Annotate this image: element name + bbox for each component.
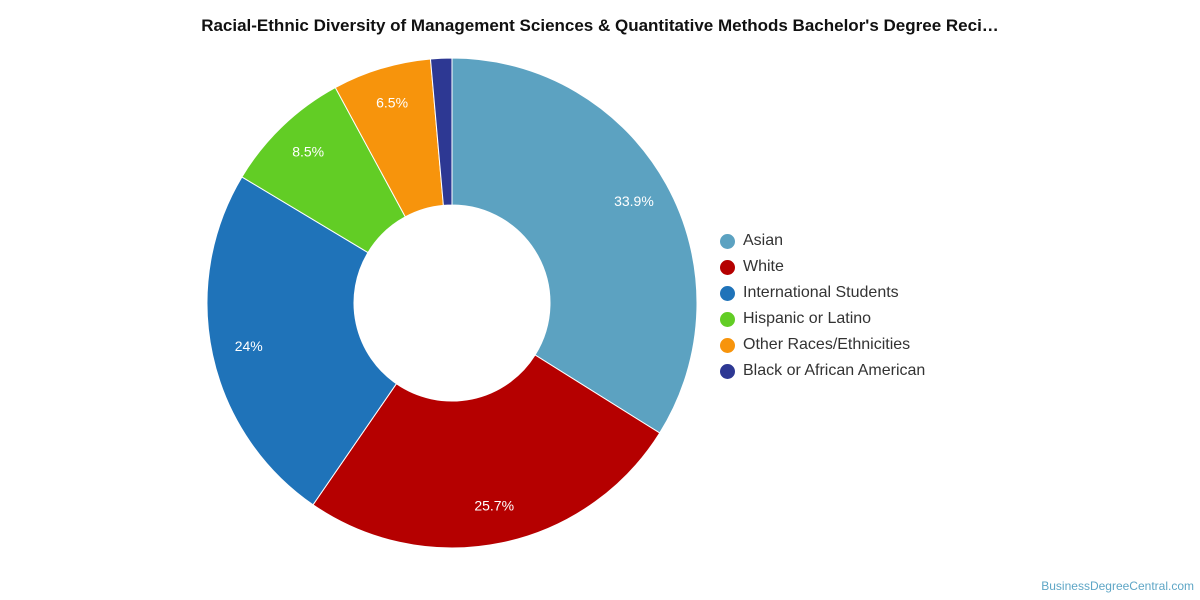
legend-item[interactable]: International Students: [720, 280, 925, 306]
legend-swatch-icon: [720, 337, 735, 353]
legend-label: Asian: [743, 232, 784, 249]
legend-swatch-icon: [720, 285, 735, 301]
legend-label: Hispanic or Latino: [743, 310, 872, 327]
chart-title: Racial-Ethnic Diversity of Management Sc…: [201, 16, 999, 35]
slice-label: 8.5%: [292, 143, 324, 159]
source-credit[interactable]: BusinessDegreeCentral.com: [1041, 579, 1194, 593]
legend-swatch-icon: [720, 259, 735, 275]
legend-item[interactable]: Black or African American: [720, 358, 925, 384]
slice-international-students[interactable]: [206, 176, 398, 506]
legend-item[interactable]: Hispanic or Latino: [720, 306, 925, 332]
legend-swatch-icon: [720, 363, 735, 379]
slice-label: 24%: [235, 338, 263, 354]
legend-label: Black or African American: [743, 362, 926, 379]
slice-label: 6.5%: [376, 95, 408, 111]
slice-white[interactable]: [312, 354, 661, 549]
legend: Asian White International Students Hispanic…: [720, 228, 925, 384]
legend-item[interactable]: Other Races/Ethnicities: [720, 332, 925, 358]
legend-label: Other Races/Ethnicities: [743, 336, 911, 353]
legend-item[interactable]: Asian: [720, 228, 925, 254]
legend-item[interactable]: White: [720, 254, 925, 280]
legend-label: White: [743, 258, 784, 275]
legend-swatch-icon: [720, 311, 735, 327]
slice-label: 33.9%: [614, 193, 654, 209]
slice-label: 25.7%: [474, 497, 514, 513]
slice-black-or-african-american[interactable]: [429, 57, 453, 206]
legend-label: International Students: [743, 284, 899, 301]
legend-swatch-icon: [720, 233, 735, 249]
slice-asian[interactable]: [451, 57, 698, 434]
